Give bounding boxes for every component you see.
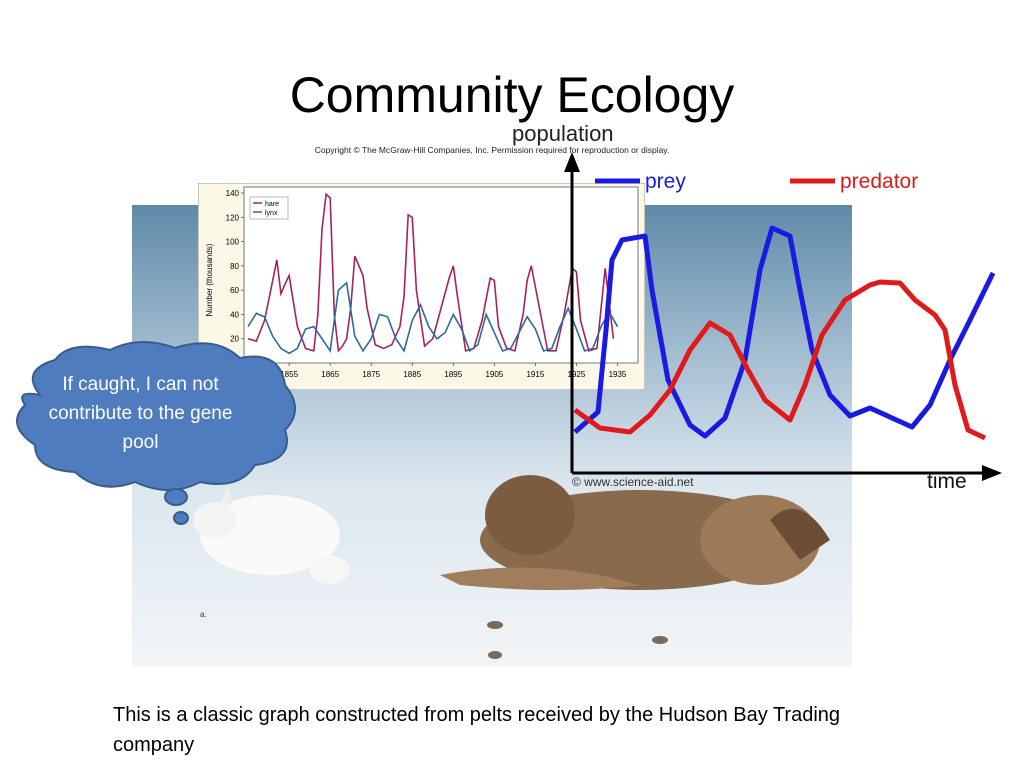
slide-title: Community Ecology: [289, 67, 735, 123]
y-axis-label: Number (thousands): [205, 243, 214, 316]
legend-label: lynx: [265, 210, 278, 217]
y-tick-label: 120: [226, 213, 240, 222]
x-tick-label: 1855: [280, 370, 298, 379]
y-tick-label: 100: [226, 238, 240, 247]
legend-label: predator: [840, 170, 918, 193]
y-axis-label: population: [512, 121, 614, 146]
x-tick-label: 1935: [609, 370, 627, 379]
y-tick-label: 40: [230, 310, 239, 319]
legend-label: hare: [265, 201, 279, 208]
thought-bubble: [16, 340, 296, 525]
y-tick-label: 60: [230, 286, 239, 295]
series-line: [247, 192, 615, 353]
x-tick-label: 1885: [403, 370, 421, 379]
y-tick-label: 20: [230, 335, 239, 344]
y-tick-label: 140: [226, 189, 240, 198]
x-tick-label: 1905: [485, 370, 503, 379]
copyright: Copyright © The McGraw-Hill Companies, I…: [315, 145, 670, 155]
series-line: [247, 281, 619, 355]
predator-prey-chart: population time © www.science-aid.net pr…: [512, 121, 1002, 493]
x-tick-label: 1875: [362, 370, 380, 379]
caption: This is a classic graph constructed from…: [113, 704, 841, 756]
photo-label: a.: [200, 610, 207, 619]
credit: © www.science-aid.net: [572, 475, 694, 489]
prey-curve: [573, 225, 996, 439]
x-tick-label: 1895: [444, 370, 462, 379]
legend-label: prey: [645, 170, 686, 193]
y-tick-label: 80: [230, 262, 239, 271]
x-tick-label: 1915: [526, 370, 544, 379]
x-tick-label: 1865: [321, 370, 339, 379]
bubble-text: If caught, I can not contribute to the g…: [48, 374, 233, 453]
predator-curve: [573, 279, 987, 441]
x-axis-label: time: [927, 470, 967, 493]
x-tick-label: 1925: [568, 370, 586, 379]
